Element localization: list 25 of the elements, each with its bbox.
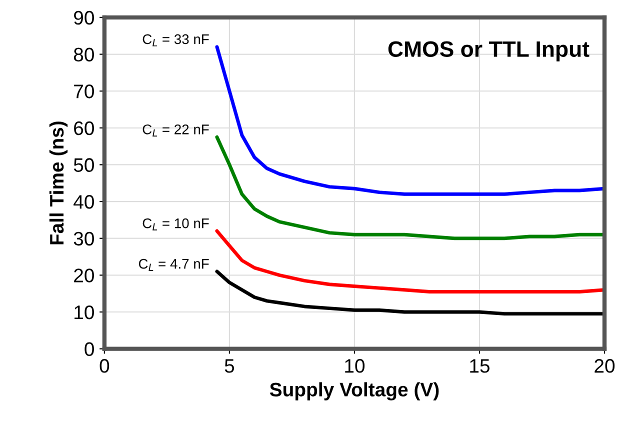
line-series xyxy=(215,135,605,240)
y-tick-label: 20 xyxy=(74,268,94,282)
x-tick-label: 0 xyxy=(100,359,110,373)
series-label: C$_{L}$ = 4.7 nF xyxy=(138,258,209,271)
y-tick-label: 50 xyxy=(74,158,94,172)
text: CMOS or TTL Input xyxy=(388,41,590,62)
series-label: C$_{L}$ = 33 nF xyxy=(142,34,209,46)
series-label: C$_{L}$ = 22 nF xyxy=(142,124,209,136)
x-axis-title: Supply Voltage (V) xyxy=(270,382,439,400)
line-series xyxy=(215,229,605,294)
y-tick-label: 70 xyxy=(74,84,94,98)
x-tick-label: 15 xyxy=(470,359,490,373)
y-tick-label: 0 xyxy=(84,342,94,356)
y-tick-label: 10 xyxy=(74,305,94,320)
y-tick-label: 90 xyxy=(74,10,94,25)
y-tick-label: 60 xyxy=(74,121,94,136)
x-tick-label: 5 xyxy=(224,359,234,373)
y-tick-label: 80 xyxy=(74,48,94,62)
line-series xyxy=(215,270,605,316)
y-tick-label: 40 xyxy=(74,194,94,209)
series-label: C$_{L}$ = 10 nF xyxy=(142,218,209,230)
y-tick-label: 30 xyxy=(74,232,94,246)
x-tick-label: 10 xyxy=(345,359,365,373)
y-axis-title: Fall Time (ns) xyxy=(49,122,68,244)
x-tick-label: 20 xyxy=(594,359,615,373)
